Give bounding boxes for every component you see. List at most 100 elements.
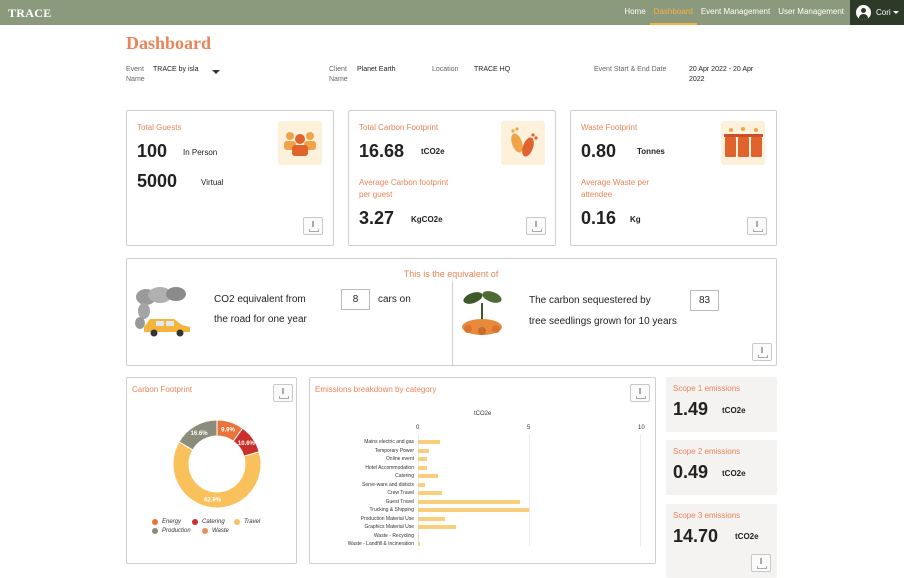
virtual-value: 5000 <box>137 171 178 191</box>
x-tick-label: 10 <box>638 425 645 431</box>
bar <box>418 533 419 538</box>
gridline <box>640 434 641 546</box>
client-name-value: Planet Earth <box>357 66 396 73</box>
nav-home[interactable]: Home <box>624 7 646 16</box>
pie-label-catering: 10.6% <box>238 441 256 447</box>
download-icon[interactable] <box>747 217 767 235</box>
car-smoke-icon <box>134 285 194 337</box>
in-person-label: In Person <box>183 148 218 157</box>
bar-category-label: Waste - Landfill & Incineration <box>347 541 414 547</box>
event-name-select[interactable]: TRACE by isla <box>153 66 199 73</box>
chart-title: Carbon Footprint <box>132 385 193 394</box>
bar <box>418 542 421 546</box>
scope-unit: tCO2e <box>722 469 746 478</box>
top-nav: TRACE Home Dashboard Event Management Us… <box>0 0 904 25</box>
bar-category-label: Crew Travel <box>387 490 414 496</box>
carbon-footprint-card: Total Carbon Footprint 16.68 tCO2e Avera… <box>348 110 556 246</box>
avg-carbon-label: Average Carbon footprint per guest <box>359 178 449 199</box>
user-name: Cori <box>876 8 891 17</box>
dates-label: Event Start & End Date <box>594 66 667 73</box>
bar-category-label: Serve-ware and disticts <box>362 481 414 488</box>
legend-waste: Waste <box>202 528 229 534</box>
card-title: Waste Footprint <box>581 123 638 132</box>
bar <box>418 491 443 495</box>
trees-text-1: The carbon sequestered by <box>529 295 651 306</box>
bar-category-label: Hotel Accommodation <box>365 464 414 471</box>
download-icon[interactable] <box>752 343 772 361</box>
avg-waste-label: Average Waste per attendee <box>581 178 650 199</box>
bar <box>418 465 427 470</box>
download-icon[interactable] <box>303 217 323 235</box>
cars-text-3: the road for one year <box>214 314 307 325</box>
scope-3-card: Scope 3 emissions 14.70 tCO2e <box>666 504 777 578</box>
download-icon[interactable] <box>630 384 650 402</box>
chart-title: Emissions breakdown by category <box>315 385 437 394</box>
cars-text-1: CO2 equivalent from <box>214 294 306 305</box>
nav-user-management[interactable]: User Management <box>778 7 844 16</box>
trees-value: 83 <box>690 290 719 311</box>
event-name-label: Event Name <box>126 66 145 83</box>
pie-label-travel: 62.9% <box>204 498 222 504</box>
emissions-breakdown-card: Emissions breakdown by category <box>309 377 656 564</box>
scope-value: 14.70 <box>673 526 719 546</box>
footprint-icon <box>501 121 545 165</box>
nav-dashboard[interactable]: Dashboard <box>649 0 697 25</box>
equivalent-card <box>126 258 777 366</box>
bar-category-label: Online event <box>385 456 414 462</box>
divider <box>452 281 453 365</box>
bar <box>418 499 521 504</box>
scope-unit: tCO2e <box>722 406 746 415</box>
pie-slice-production <box>178 419 218 451</box>
donut-chart: 9.9% 10.6% 62.9% 16.6% <box>172 419 262 509</box>
bar-category-label: Production Material Use <box>360 515 414 522</box>
nav-event-management[interactable]: Event Management <box>700 7 771 16</box>
bar <box>418 474 438 478</box>
in-person-value: 100 <box>137 141 168 161</box>
avg-waste-unit: Kg <box>630 215 641 224</box>
bar <box>418 482 425 487</box>
nav-links: Home Dashboard Event Management User Man… <box>620 0 848 25</box>
download-icon[interactable] <box>273 384 293 402</box>
location-value: TRACE HQ <box>474 66 511 73</box>
x-axis-label: tCO2e <box>474 411 492 417</box>
chevron-down-icon[interactable] <box>212 70 220 74</box>
scope-2-card: Scope 2 emissions 0.49 tCO2e <box>666 440 777 495</box>
waste-bins-icon <box>721 121 765 165</box>
download-icon[interactable] <box>526 217 546 235</box>
avg-carbon-value: 3.27 <box>359 208 395 228</box>
chevron-down-icon <box>892 11 899 14</box>
download-icon[interactable] <box>751 554 771 572</box>
carbon-unit: tCO2e <box>421 147 445 156</box>
scope-unit: tCO2e <box>735 532 759 541</box>
avg-carbon-unit: KgCO2e <box>411 215 443 224</box>
card-title: Total Carbon Footprint <box>359 123 439 132</box>
equivalent-heading: This is the equivalent of <box>403 269 499 279</box>
scope-label: Scope 2 emissions <box>673 447 741 456</box>
bar-category-label: Waste - Recycling <box>373 532 414 539</box>
bar-category-label: Mains electric and gas <box>364 439 414 445</box>
bar <box>418 440 441 444</box>
pie-slice-travel <box>172 441 262 509</box>
waste-footprint-card: Waste Footprint 0.80 Tonnes Average Wast… <box>570 110 777 246</box>
page-title: Dashboard <box>126 33 212 53</box>
bar <box>418 525 456 529</box>
avg-waste-value: 0.16 <box>581 208 617 228</box>
bar <box>418 516 445 521</box>
bar-category-label: Catering <box>395 473 414 479</box>
brand-logo[interactable]: TRACE <box>8 6 52 20</box>
waste-value: 0.80 <box>581 141 617 161</box>
bar-category-label: Trucking & Shipping <box>369 507 414 513</box>
x-tick-label: 0 <box>416 425 420 431</box>
location-label: Location <box>432 66 459 73</box>
gridline <box>418 434 419 546</box>
legend-travel: Travel <box>234 519 260 525</box>
scope-label: Scope 3 emissions <box>673 511 741 520</box>
bar-category-label: Temporary Power <box>374 447 414 454</box>
scope-label: Scope 1 emissions <box>673 384 741 393</box>
bar-category-label: Graphics Material Use <box>364 524 414 530</box>
bar-category-label: Guest Travel <box>385 498 414 505</box>
client-name-label: Client Name <box>329 66 348 83</box>
user-menu[interactable]: Cori <box>850 0 904 25</box>
bar <box>418 448 430 453</box>
trees-text-2: tree seedlings grown for 10 years <box>529 316 677 327</box>
